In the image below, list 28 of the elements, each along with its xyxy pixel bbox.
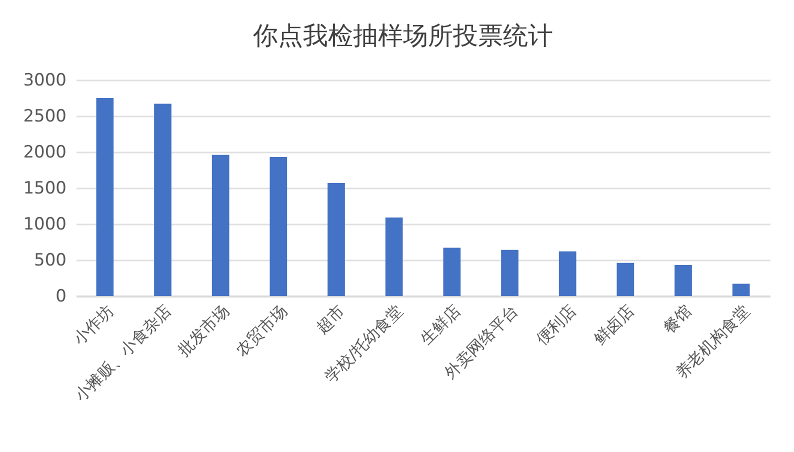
y-tick-label: 500 — [34, 250, 66, 270]
x-tick-label: 批发市场 — [174, 301, 233, 360]
y-tick-label: 2500 — [23, 106, 66, 126]
bar — [212, 154, 230, 296]
chart-title: 你点我检抽样场所投票统计 — [252, 21, 553, 50]
y-tick-label: 1000 — [23, 214, 66, 234]
y-tick-label: 1500 — [23, 178, 66, 198]
bar — [443, 248, 461, 296]
bar — [674, 265, 692, 296]
x-tick-label: 超市 — [312, 301, 348, 338]
x-tick-label: 便利店 — [532, 301, 580, 348]
x-tick-label: 鲜卤店 — [590, 301, 638, 348]
x-tick-label: 农贸市场 — [232, 301, 290, 360]
x-tick-label: 小作坊 — [70, 301, 117, 348]
bar — [616, 262, 634, 296]
bar — [154, 104, 172, 296]
x-tick-label: 餐馆 — [659, 301, 696, 338]
bar — [558, 251, 576, 296]
bar — [385, 218, 403, 296]
x-tick-label: 生鲜店 — [416, 301, 464, 348]
y-tick-label: 0 — [56, 286, 66, 306]
y-tick-label: 3000 — [23, 70, 66, 90]
bar — [501, 250, 518, 296]
bar — [732, 284, 750, 296]
bar — [328, 182, 345, 296]
y-tick-label: 2000 — [23, 142, 66, 162]
bar — [96, 98, 114, 296]
bar — [270, 157, 288, 296]
